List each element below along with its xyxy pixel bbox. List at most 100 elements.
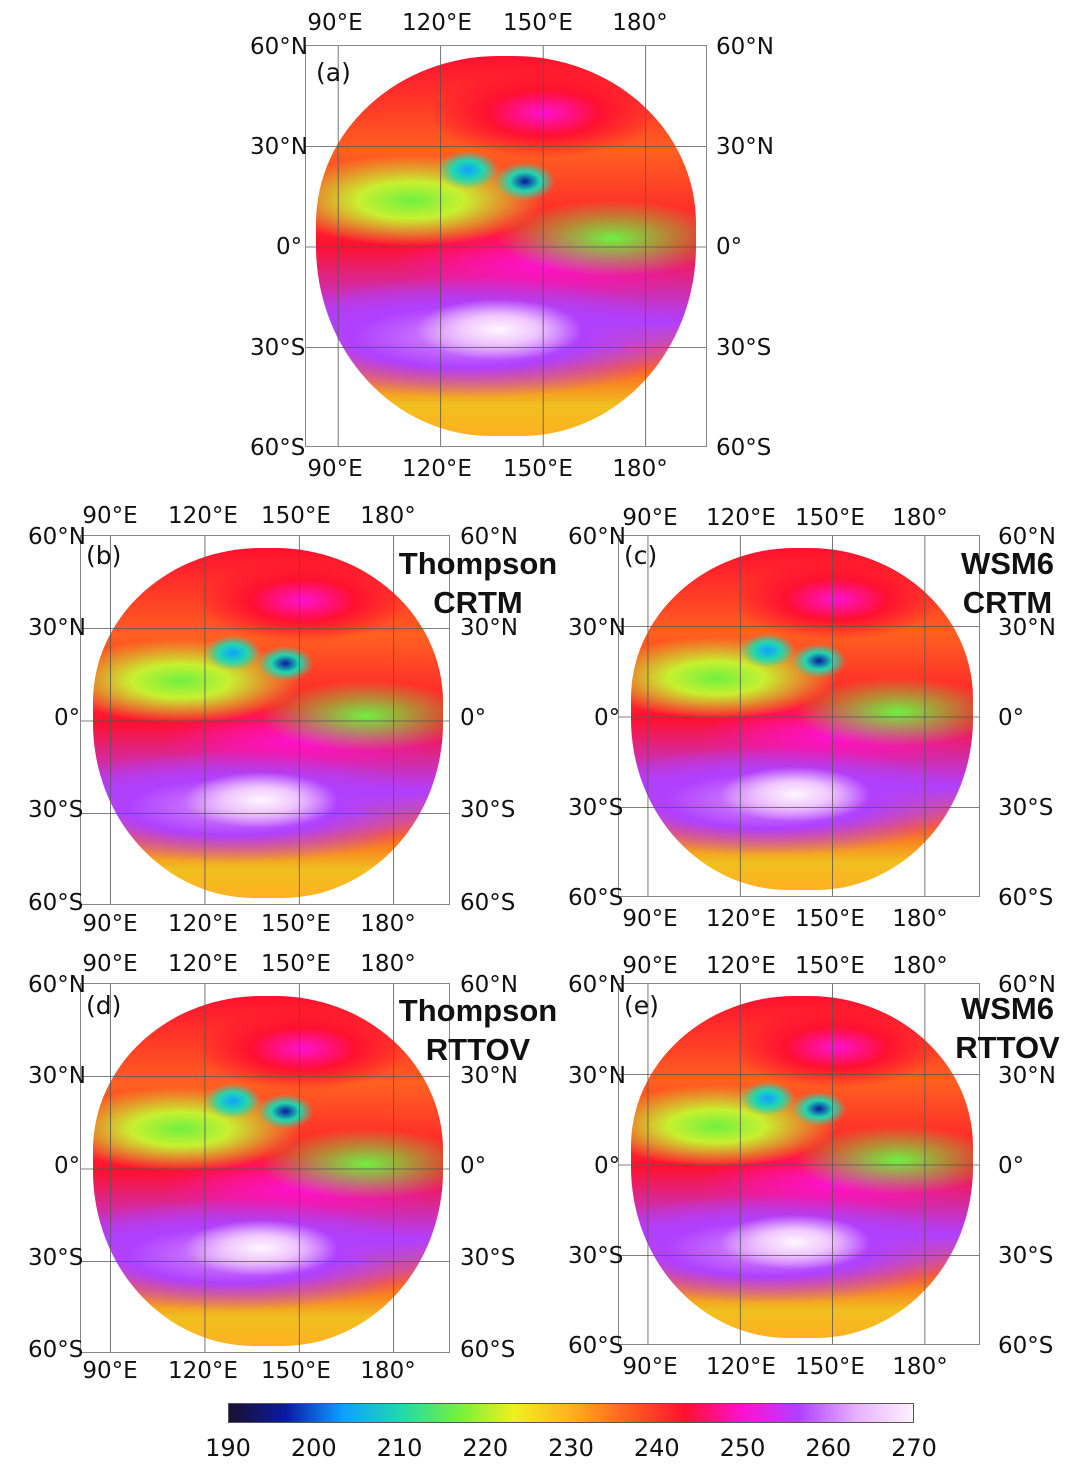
brightness-temperature-disk-c	[631, 548, 973, 890]
title-line-2: CRTM	[433, 584, 523, 620]
top-lon-label-c: 180°	[892, 505, 948, 531]
right-lat-label-b: 30°N	[460, 615, 518, 641]
title-line-1: Thompson	[398, 993, 558, 1028]
colorbar-tick-label: 230	[548, 1434, 594, 1462]
right-lat-label-c: 30°S	[998, 795, 1054, 821]
map-frame-d	[80, 983, 450, 1353]
gridlines-c	[619, 536, 979, 896]
top-lon-label-c: 150°E	[795, 505, 865, 531]
panel-label-d: (d)	[86, 991, 122, 1020]
right-lat-label-d: 60°S	[460, 1337, 516, 1363]
right-lat-label-b: 60°S	[460, 890, 516, 916]
left-lat-label-a: 30°N	[250, 134, 308, 160]
panel-label-b: (b)	[86, 541, 122, 570]
bottom-lon-label-c: 180°	[892, 906, 948, 932]
map-frame-e	[618, 983, 980, 1345]
bottom-lon-label-d: 150°E	[261, 1358, 331, 1384]
gridlines-a	[306, 46, 706, 446]
colorbar-tick-label: 270	[891, 1434, 937, 1462]
right-lat-label-a: 60°S	[716, 435, 772, 461]
left-lat-label-c: 60°N	[568, 524, 626, 550]
top-lon-label-a: 180°	[612, 10, 668, 36]
bottom-lon-label-b: 180°	[360, 911, 416, 937]
bottom-lon-label-e: 90°E	[622, 1354, 678, 1380]
colorbar-tick-label: 190	[205, 1434, 251, 1462]
bottom-lon-label-a: 150°E	[503, 456, 573, 482]
left-lat-label-c: 0°	[594, 705, 621, 731]
left-lat-label-e: 30°S	[568, 1243, 624, 1269]
left-lat-label-c: 30°S	[568, 795, 624, 821]
bottom-lon-label-a: 120°E	[402, 456, 472, 482]
panel-label-e: (e)	[624, 991, 659, 1020]
left-lat-label-d: 30°N	[28, 1063, 86, 1089]
right-lat-label-d: 0°	[460, 1153, 487, 1179]
brightness-temperature-disk-a	[316, 56, 696, 436]
right-lat-label-e: 60°S	[998, 1333, 1054, 1359]
left-lat-label-c: 60°S	[568, 885, 624, 911]
left-lat-label-d: 0°	[54, 1153, 81, 1179]
right-lat-label-b: 0°	[460, 705, 487, 731]
map-frame-c	[618, 535, 980, 897]
left-lat-label-e: 0°	[594, 1153, 621, 1179]
bottom-lon-label-e: 150°E	[795, 1354, 865, 1380]
gridlines-e	[619, 984, 979, 1344]
right-lat-label-b: 60°N	[460, 524, 518, 550]
gridlines-d	[81, 984, 449, 1352]
bottom-lon-label-c: 120°E	[706, 906, 776, 932]
brightness-temperature-disk-b	[93, 548, 443, 898]
right-lat-label-a: 60°N	[716, 34, 774, 60]
left-lat-label-b: 30°N	[28, 615, 86, 641]
right-lat-label-b: 30°S	[460, 797, 516, 823]
bottom-lon-label-a: 90°E	[307, 456, 363, 482]
top-lon-label-a: 150°E	[503, 10, 573, 36]
right-lat-label-a: 0°	[716, 234, 743, 260]
title-line-1: Thompson	[398, 546, 558, 581]
left-lat-label-b: 60°N	[28, 524, 86, 550]
top-lon-label-d: 120°E	[168, 951, 238, 977]
top-lon-label-b: 90°E	[82, 503, 138, 529]
colorbar-tick-label: 240	[633, 1434, 680, 1462]
map-frame-b	[80, 535, 450, 905]
top-lon-label-c: 90°E	[622, 505, 678, 531]
panel-label-a: (a)	[316, 58, 351, 87]
left-lat-label-a: 0°	[276, 234, 303, 260]
right-lat-label-c: 30°N	[998, 615, 1056, 641]
right-lat-label-e: 0°	[998, 1153, 1025, 1179]
right-lat-label-d: 60°N	[460, 972, 518, 998]
top-lon-label-a: 90°E	[307, 10, 363, 36]
panel-title-e: WSM6 RTTOV	[940, 990, 1075, 1068]
colorbar-tick-label: 260	[805, 1434, 852, 1462]
top-lon-label-b: 150°E	[261, 503, 331, 529]
colorbar-tick-label: 210	[376, 1434, 423, 1462]
right-lat-label-d: 30°S	[460, 1245, 516, 1271]
left-lat-label-b: 0°	[54, 705, 81, 731]
bottom-lon-label-d: 180°	[360, 1358, 416, 1384]
top-lon-label-b: 180°	[360, 503, 416, 529]
left-lat-label-c: 30°N	[568, 615, 626, 641]
map-frame-a	[305, 45, 707, 447]
right-lat-label-c: 60°N	[998, 524, 1056, 550]
panel-label-c: (c)	[624, 541, 658, 570]
colorbar-tick-label: 220	[462, 1434, 509, 1462]
left-lat-label-e: 30°N	[568, 1063, 626, 1089]
title-line-2: CRTM	[962, 584, 1053, 620]
right-lat-label-e: 30°N	[998, 1063, 1056, 1089]
top-lon-label-d: 150°E	[261, 951, 331, 977]
top-lon-label-e: 180°	[892, 953, 948, 979]
right-lat-label-d: 30°N	[460, 1063, 518, 1089]
left-lat-label-e: 60°N	[568, 972, 626, 998]
panel-title-b: Thompson CRTM	[388, 545, 568, 623]
gridlines-b	[81, 536, 449, 904]
panel-title-d: Thompson RTTOV	[388, 992, 568, 1070]
right-lat-label-a: 30°S	[716, 335, 772, 361]
top-lon-label-a: 120°E	[402, 10, 472, 36]
top-lon-label-d: 90°E	[82, 951, 138, 977]
left-lat-label-a: 60°S	[250, 435, 306, 461]
left-lat-label-d: 60°S	[28, 1337, 84, 1363]
left-lat-label-a: 30°S	[250, 335, 306, 361]
bottom-lon-label-b: 90°E	[82, 911, 138, 937]
colorbar-tick-label: 250	[719, 1434, 766, 1462]
bottom-lon-label-e: 180°	[892, 1354, 948, 1380]
top-lon-label-d: 180°	[360, 951, 416, 977]
title-line-2: RTTOV	[955, 1029, 1060, 1065]
